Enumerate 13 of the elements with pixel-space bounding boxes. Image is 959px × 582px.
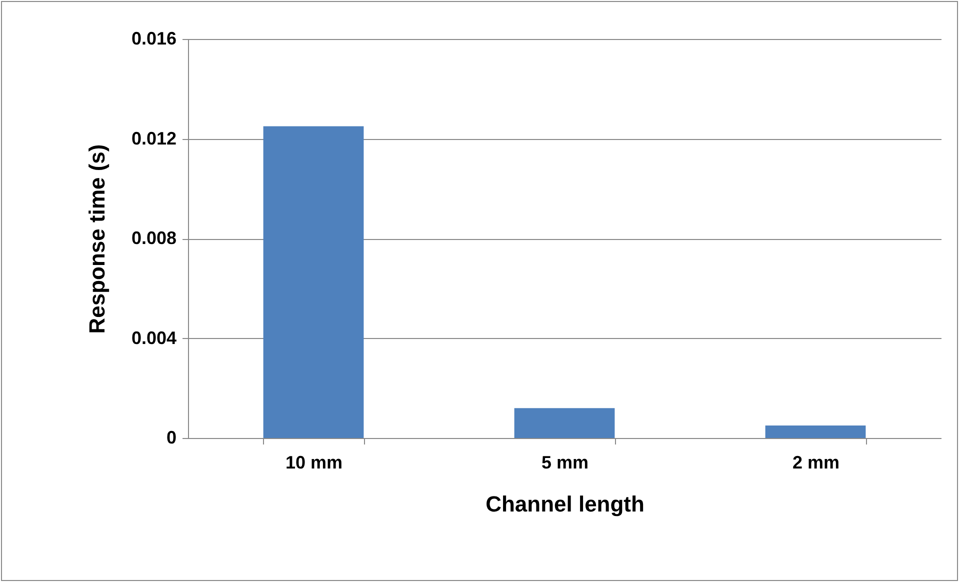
x-tick-label: 2 mm xyxy=(792,452,840,472)
y-tick-label: 0.016 xyxy=(131,28,176,48)
y-tick-label: 0 xyxy=(166,428,176,448)
x-tick-label: 10 mm xyxy=(285,452,343,472)
bar xyxy=(263,126,364,438)
bar xyxy=(765,426,866,438)
bar xyxy=(514,408,615,438)
x-tick-label: 5 mm xyxy=(541,452,589,472)
y-tick-label: 0.004 xyxy=(131,328,176,348)
y-tick-label: 0.012 xyxy=(131,128,176,148)
y-axis-title: Response time (s) xyxy=(84,144,110,334)
y-tick-label: 0.008 xyxy=(131,228,176,248)
x-axis-title: Channel length xyxy=(486,492,644,516)
